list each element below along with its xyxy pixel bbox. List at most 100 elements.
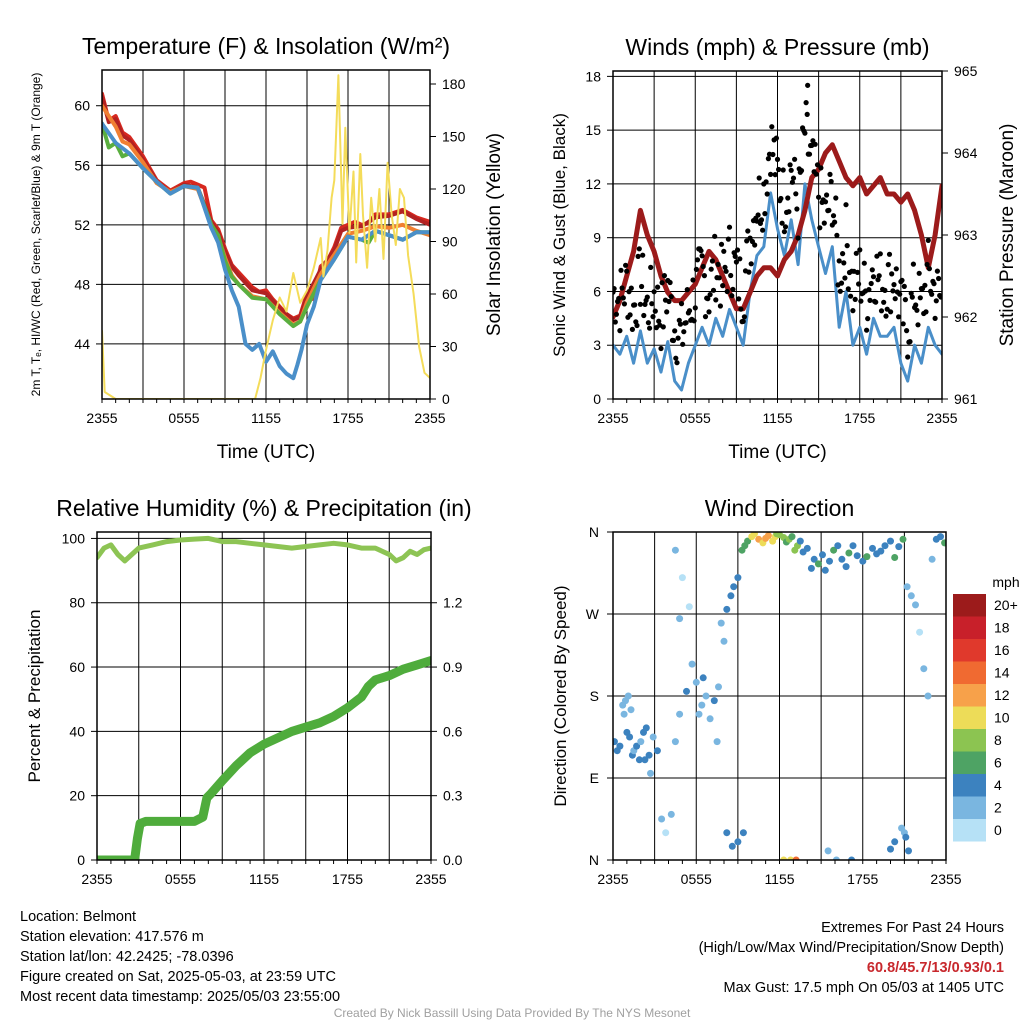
gust-point — [881, 299, 887, 305]
x-tick-label: 1755 — [332, 410, 363, 426]
x-tick-label: 1155 — [249, 871, 279, 887]
direction-point — [905, 847, 912, 855]
gust-point — [710, 287, 717, 293]
gust-point — [870, 274, 877, 280]
direction-point — [720, 637, 728, 645]
gust-point — [795, 235, 801, 241]
direction-point — [824, 847, 832, 855]
direction-point — [821, 566, 829, 574]
gust-point — [798, 168, 805, 174]
gust-point — [866, 287, 872, 293]
gust-point — [883, 313, 889, 319]
y-tick-label: S — [590, 688, 599, 704]
station-location: Location: Belmont — [20, 909, 137, 925]
gust-point — [793, 191, 799, 197]
extremes-subtitle: (High/Low/Max Wind/Precipitation/Snow De… — [698, 940, 1004, 956]
direction-point — [780, 856, 788, 860]
y-tick-label: 56 — [74, 157, 90, 173]
series-line-0 — [613, 182, 942, 392]
y-tick-label: 3 — [593, 337, 601, 353]
gust-point — [752, 242, 758, 248]
gust-point — [664, 309, 670, 315]
gust-point — [922, 282, 928, 288]
gust-point — [746, 269, 752, 275]
gust-point — [684, 287, 690, 293]
gust-point — [675, 335, 681, 341]
recent-timestamp: Most recent data timestamp: 2025/05/03 2… — [20, 989, 341, 1005]
legend-swatch — [953, 751, 986, 774]
y-right-tick-label: 180 — [442, 76, 466, 92]
gust-point — [613, 319, 618, 325]
direction-point — [710, 697, 718, 705]
gust-point — [628, 285, 634, 291]
gust-point — [814, 162, 821, 168]
gust-point — [910, 261, 917, 267]
direction-point — [887, 845, 894, 853]
direction-point — [830, 546, 838, 554]
y-right-tick-label: 0.9 — [443, 659, 463, 675]
gust-point-max — [805, 82, 811, 88]
gust-point — [642, 301, 648, 307]
gust-point — [902, 297, 909, 303]
gust-point — [706, 309, 712, 315]
x-tick-label: 2355 — [597, 410, 628, 426]
gust-point — [728, 272, 734, 279]
gust-point — [659, 280, 665, 286]
gust-point — [892, 296, 898, 302]
y-tick-label: N — [589, 852, 599, 868]
gust-point — [833, 195, 839, 201]
gust-point — [901, 283, 907, 289]
gust-point — [769, 124, 775, 130]
gust-point — [732, 253, 738, 259]
x-tick-label: 2355 — [414, 410, 445, 426]
direction-point — [658, 815, 666, 823]
direction-point — [715, 683, 722, 691]
gust-point — [923, 309, 929, 315]
gust-point — [782, 224, 789, 230]
gust-point — [896, 314, 902, 320]
gust-point — [897, 291, 903, 297]
legend-label: 16 — [994, 642, 1010, 658]
gust-point — [848, 293, 854, 299]
direction-point — [667, 810, 675, 818]
gust-point — [852, 296, 858, 302]
direction-point — [916, 628, 924, 636]
x-tick-label: 2355 — [930, 871, 961, 887]
direction-point — [699, 674, 707, 682]
x-tick-label: 2355 — [86, 410, 117, 426]
gust-point — [878, 308, 885, 314]
direction-point — [907, 592, 915, 600]
gust-point — [877, 251, 883, 257]
gust-point — [763, 179, 769, 185]
gust-point — [886, 251, 893, 257]
gust-point — [650, 314, 656, 320]
gust-point — [913, 302, 919, 308]
gust-point — [873, 299, 879, 305]
y-right-tick-label: 964 — [954, 145, 978, 161]
direction-point — [807, 564, 815, 572]
gust-point — [723, 268, 729, 274]
gust-point — [762, 211, 768, 217]
gust-point — [792, 156, 798, 162]
gust-point — [768, 171, 774, 177]
gust-point — [931, 281, 937, 287]
gust-point — [721, 248, 727, 254]
gust-point — [655, 284, 661, 290]
legend-label: 6 — [994, 755, 1002, 771]
gust-point — [736, 296, 742, 302]
gust-point — [882, 287, 888, 293]
gust-point — [620, 295, 626, 301]
direction-point — [627, 706, 635, 714]
gust-point — [929, 291, 935, 297]
direction-point — [683, 687, 690, 695]
extremes-title: Extremes For Past 24 Hours — [821, 920, 1004, 936]
gust-point — [907, 339, 913, 345]
legend-label: 2 — [994, 800, 1002, 816]
y-right-tick-label: 120 — [442, 181, 466, 197]
direction-point — [845, 549, 853, 557]
gust-point — [701, 273, 708, 279]
gust-point — [806, 151, 813, 157]
gust-point — [904, 328, 910, 334]
gust-point — [690, 277, 696, 283]
direction-point — [842, 563, 850, 571]
